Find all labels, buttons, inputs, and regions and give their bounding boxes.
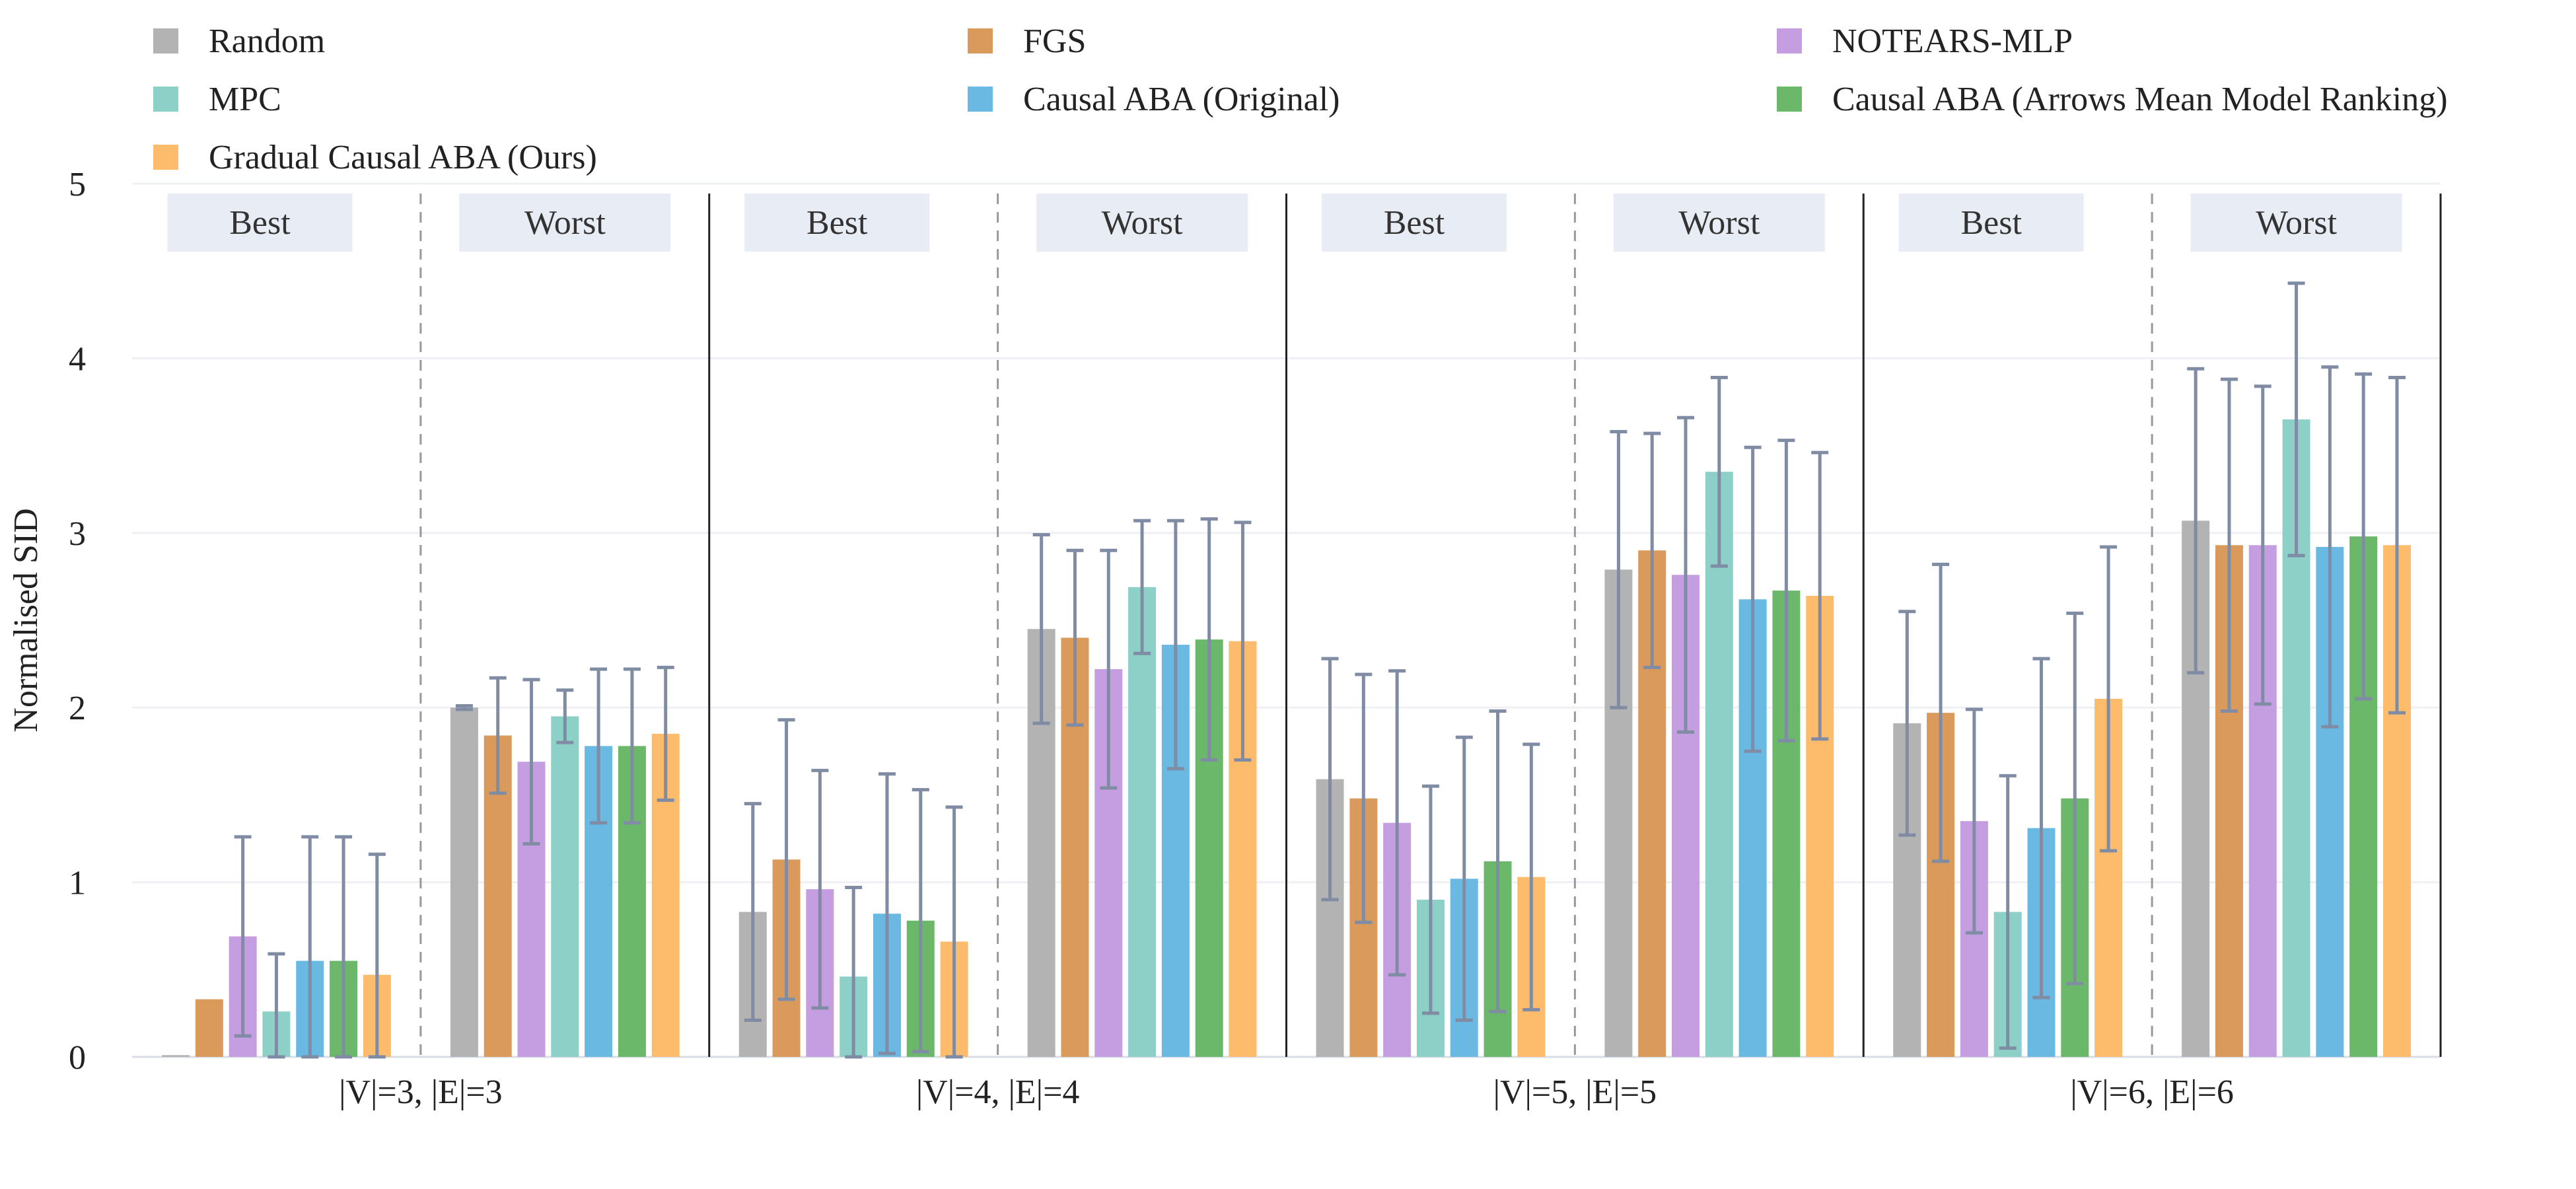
legend-label-fgs: FGS: [1023, 22, 1087, 60]
subpanel-header-label: Best: [806, 204, 868, 242]
legend-swatch-notears-mlp: [1777, 28, 1802, 54]
y-tick-label: 2: [69, 690, 86, 727]
legend-item-causal-aba-arrows: Causal ABA (Arrows Mean Model Ranking): [1777, 79, 2448, 119]
subpanel-header: [1036, 194, 1248, 252]
y-tick-label: 1: [69, 865, 86, 902]
subpanel-header: [2190, 194, 2402, 252]
y-tick-label: 5: [69, 166, 86, 203]
legend-item-causal-aba-original: Causal ABA (Original): [968, 79, 1340, 119]
legend-label-causal-aba-original: Causal ABA (Original): [1023, 80, 1340, 118]
legend-item-gradual-causal-aba: Gradual Causal ABA (Ours): [153, 137, 597, 177]
legend-swatch-causal-aba-arrows: [1777, 87, 1802, 112]
subpanel-header-label: Worst: [1102, 204, 1183, 242]
legend-swatch-random: [153, 28, 178, 54]
bar: [1705, 472, 1733, 1057]
bar: [450, 707, 478, 1057]
y-tick-label: 0: [69, 1039, 86, 1077]
legend-label-gradual-causal-aba: Gradual Causal ABA (Ours): [209, 138, 597, 176]
y-axis-label: Normalised SID: [7, 508, 45, 732]
legend-swatch-gradual-causal-aba: [153, 145, 178, 170]
legend-item-fgs: FGS: [968, 21, 1086, 61]
bar: [1128, 587, 1157, 1057]
subpanel-header: [167, 194, 353, 252]
legend-label-mpc: MPC: [209, 80, 281, 118]
legend-item-notears-mlp: NOTEARS-MLP: [1777, 21, 2073, 61]
bar: [551, 716, 579, 1057]
legend-swatch-fgs: [968, 28, 993, 54]
subpanel-header: [1898, 194, 2084, 252]
subpanel-header-label: Best: [229, 204, 291, 242]
subpanel-header-label: Worst: [2256, 204, 2337, 242]
group-label: |V|=3, |E|=3: [339, 1073, 503, 1111]
legend-swatch-mpc: [153, 87, 178, 112]
legend: Random FGS NOTEARS-MLP MPC Causal ABA (O…: [0, 0, 2576, 185]
subpanel-header: [744, 194, 930, 252]
legend-item-random: Random: [153, 21, 325, 61]
legend-label-random: Random: [209, 22, 326, 60]
subpanel-header-label: Worst: [1678, 204, 1760, 242]
group-label: |V|=6, |E|=6: [2070, 1073, 2234, 1111]
legend-label-causal-aba-arrows: Causal ABA (Arrows Mean Model Ranking): [1832, 80, 2448, 118]
y-tick-label: 4: [69, 340, 86, 378]
group-label: |V|=5, |E|=5: [1493, 1073, 1657, 1111]
subpanel-header-label: Best: [1960, 204, 2022, 242]
subpanel-header: [459, 194, 671, 252]
subpanel-header-label: Worst: [524, 204, 606, 242]
legend-swatch-causal-aba-original: [968, 87, 993, 112]
group-label: |V|=4, |E|=4: [916, 1073, 1080, 1111]
subpanel-header: [1613, 194, 1825, 252]
subpanel-header: [1321, 194, 1507, 252]
bar: [162, 1055, 190, 1057]
legend-item-mpc: MPC: [153, 79, 281, 119]
subpanel-header-label: Best: [1384, 204, 1445, 242]
y-tick-label: 3: [69, 515, 86, 553]
legend-label-notears-mlp: NOTEARS-MLP: [1832, 22, 2073, 60]
bar: [195, 999, 223, 1057]
